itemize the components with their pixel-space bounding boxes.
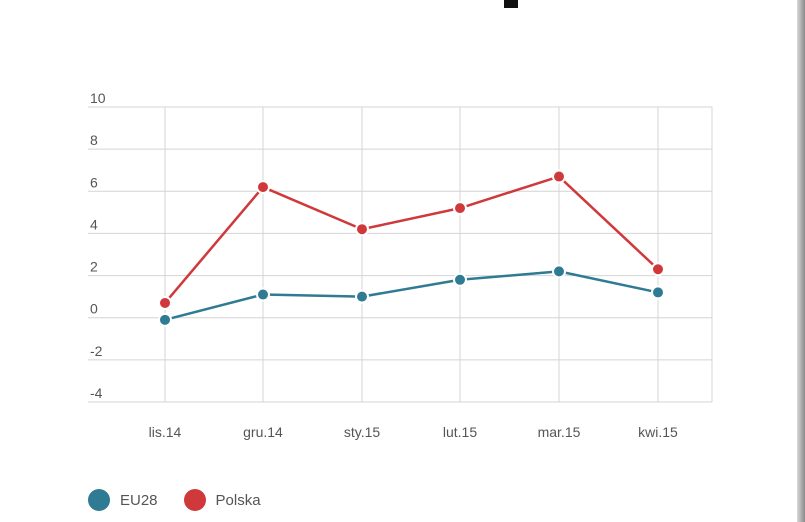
data-point-eu28 <box>651 285 665 300</box>
y-tick-label: 4 <box>90 216 98 232</box>
legend-marker-polska <box>183 489 206 511</box>
x-tick-label: gru.14 <box>243 424 283 440</box>
legend-label-polska: Polska <box>215 491 261 509</box>
chart-grid <box>88 106 713 403</box>
data-point-polska <box>453 201 467 216</box>
x-tick-label: kwi.15 <box>638 424 678 440</box>
legend-item-eu28: EU28 <box>88 489 158 511</box>
window-frame-edge <box>797 0 805 522</box>
data-point-eu28 <box>355 289 369 304</box>
y-tick-labels: 10 8 6 4 2 0 -2 -4 <box>90 90 106 401</box>
y-tick-label: 6 <box>90 174 98 190</box>
x-tick-labels: lis.14 gru.14 sty.15 lut.15 mar.15 kwi.15 <box>149 424 678 440</box>
y-tick-label: 8 <box>90 132 98 148</box>
y-tick-label: -2 <box>90 343 103 359</box>
data-point-eu28 <box>256 287 270 302</box>
x-tick-label: mar.15 <box>538 424 581 440</box>
y-tick-label: 2 <box>90 259 98 275</box>
data-point-polska <box>355 222 369 237</box>
legend-label-eu28: EU28 <box>120 491 158 509</box>
x-tick-label: sty.15 <box>344 424 381 440</box>
data-point-eu28 <box>552 264 566 279</box>
data-point-eu28 <box>158 312 172 327</box>
y-tick-label: 0 <box>90 301 98 317</box>
y-tick-label: 10 <box>90 90 106 106</box>
title-fragment <box>504 0 518 8</box>
series-line-eu28 <box>164 270 659 322</box>
x-tick-label: lut.15 <box>443 424 477 440</box>
data-point-polska <box>651 262 665 277</box>
data-point-polska <box>552 169 566 184</box>
series-line-polska <box>164 175 659 304</box>
series-lines <box>164 175 659 322</box>
legend-marker-eu28 <box>88 489 110 511</box>
series-points <box>158 169 665 327</box>
legend-item-polska: Polska <box>183 489 261 511</box>
x-tick-label: lis.14 <box>149 424 182 440</box>
data-point-polska <box>256 180 270 195</box>
y-tick-label: -4 <box>90 385 103 401</box>
data-point-eu28 <box>453 272 467 287</box>
data-point-polska <box>158 295 172 310</box>
legend: EU28 Polska <box>88 486 277 514</box>
